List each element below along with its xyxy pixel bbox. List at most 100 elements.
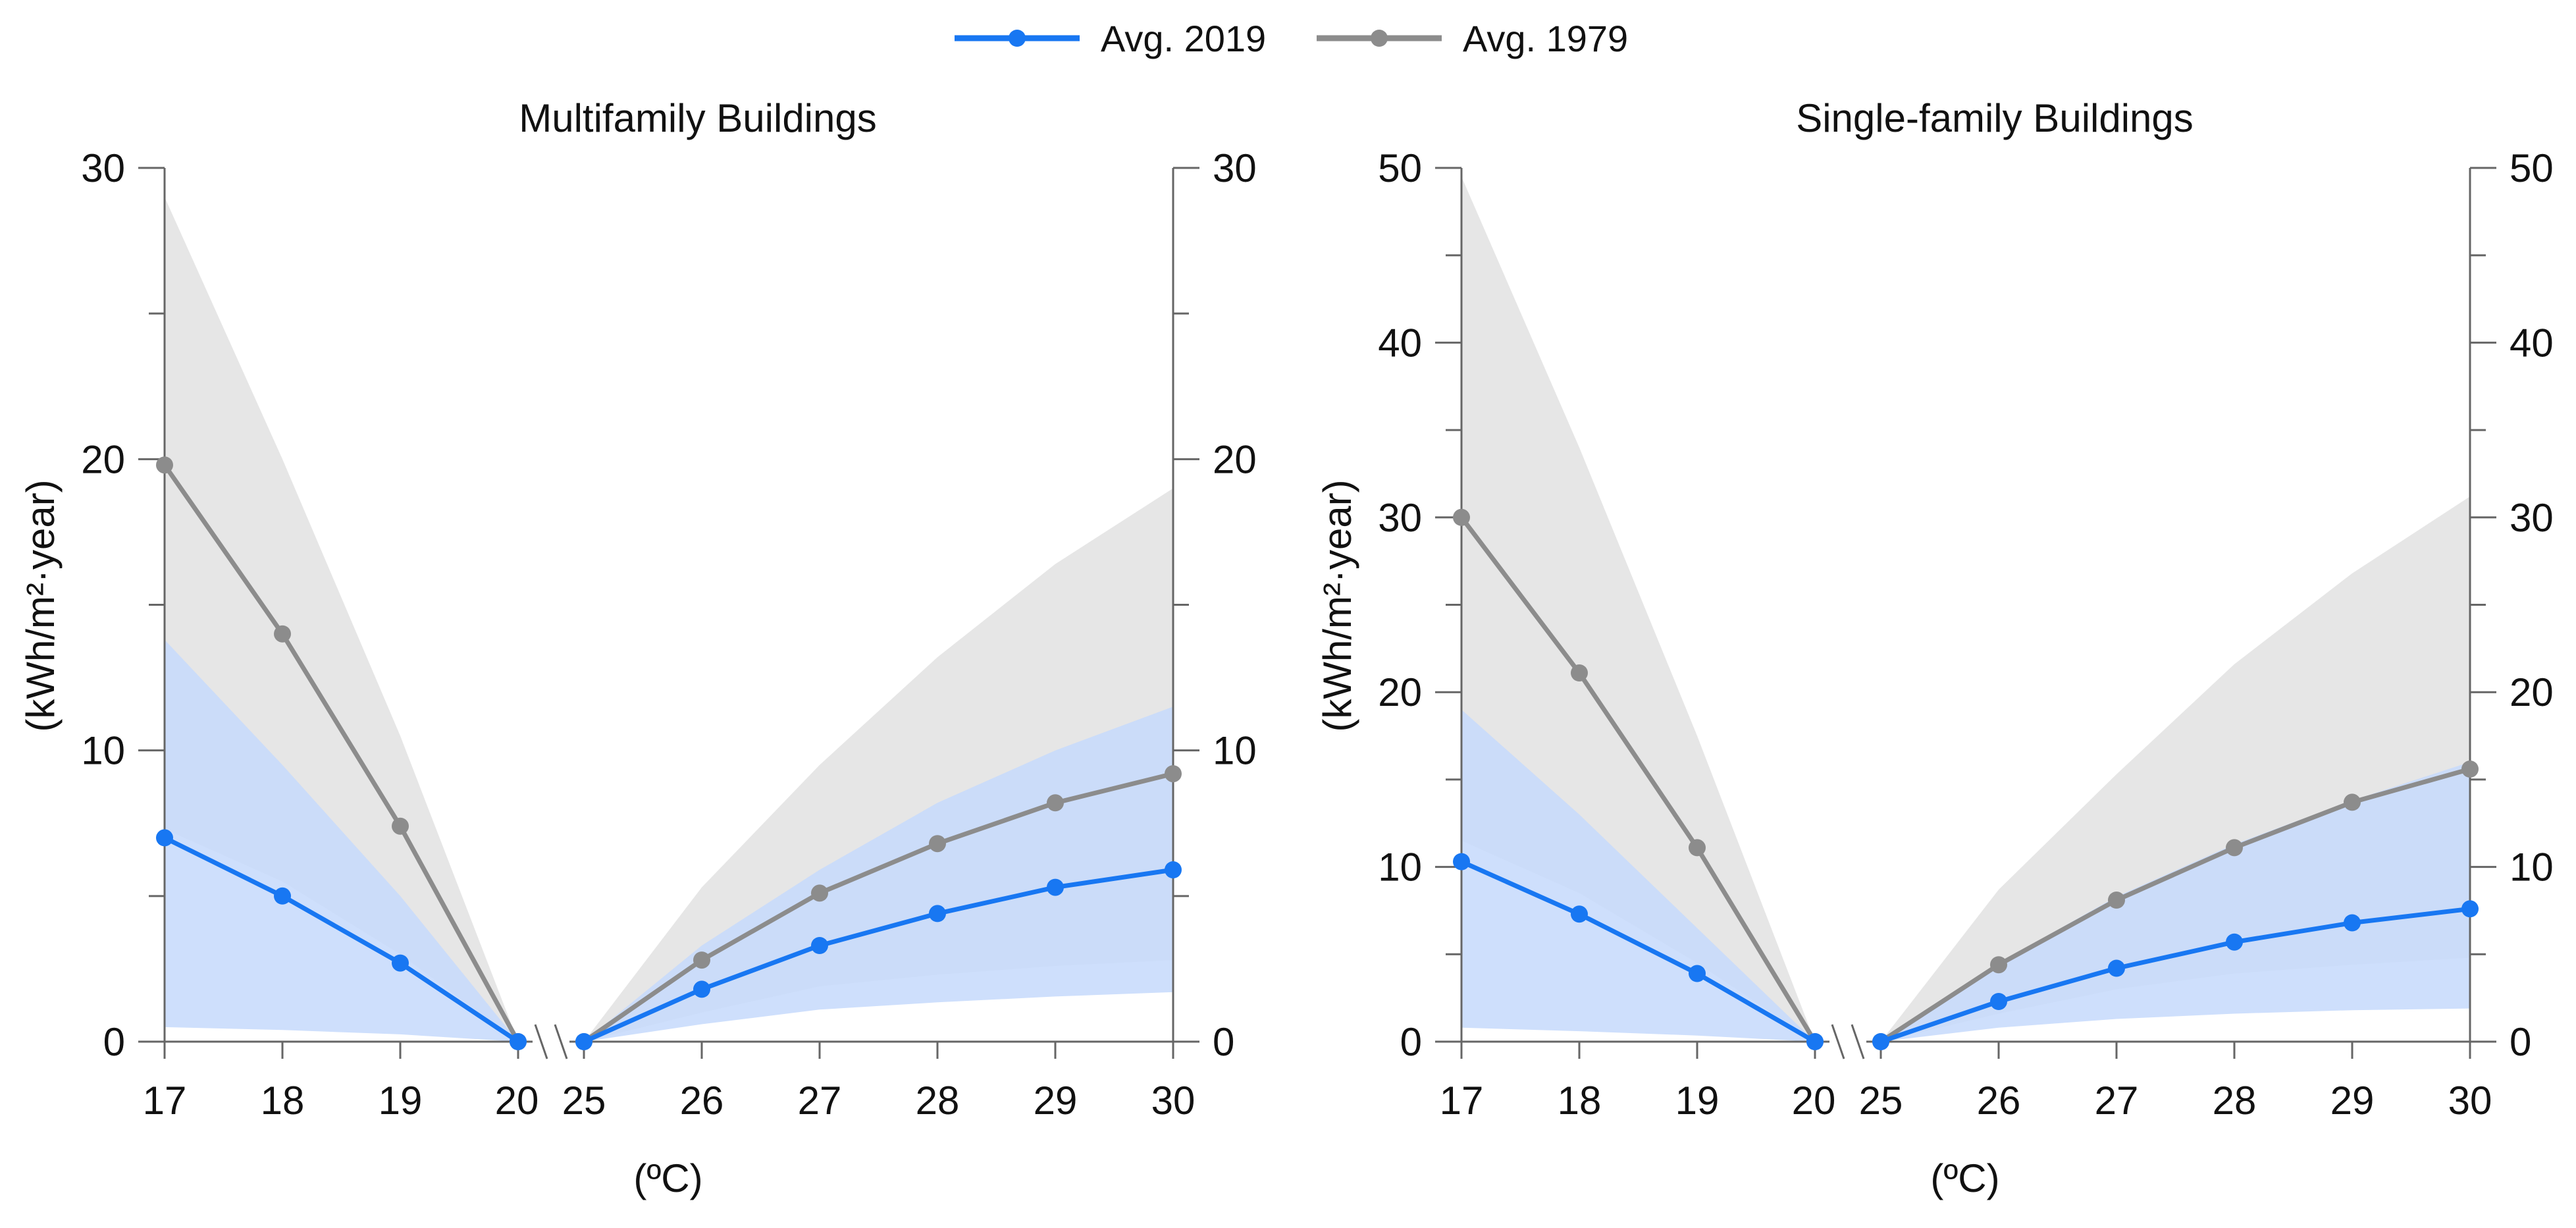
y-tick-label-right: 40	[2510, 321, 2554, 365]
data-point-avg-2019	[811, 937, 828, 954]
x-tick-label: 17	[143, 1079, 187, 1123]
y-tick-label-left: 30	[1378, 496, 1422, 540]
y-tick-label-left: 20	[81, 437, 125, 481]
y-tick-label-left: 20	[1378, 670, 1422, 714]
uncertainty-bands	[1461, 176, 2470, 1042]
y-tick-label-right: 0	[2510, 1020, 2531, 1064]
data-point-avg-2019	[2461, 900, 2479, 918]
x-axis-label: (ºC)	[633, 1156, 702, 1200]
x-tick-label: 27	[798, 1079, 842, 1123]
x-tick-label: 19	[1675, 1079, 1720, 1123]
data-point-avg-1979	[1165, 765, 1182, 783]
series-line-avg-2019-left	[1460, 859, 1816, 1044]
data-point-avg-1979	[1990, 956, 2007, 974]
data-point-avg-2019	[693, 980, 710, 998]
data-point-avg-2019	[1990, 993, 2007, 1010]
legend: Avg. 2019 Avg. 1979	[955, 18, 1628, 59]
data-point-avg-1979	[1047, 794, 1064, 812]
panel-single-family: Single-family Buildings (ºC) (kWh/m²·yea…	[1315, 96, 2554, 1200]
y-tick-label-right: 50	[2510, 146, 2554, 190]
data-point-avg-2019	[1453, 853, 1470, 870]
data-point-avg-1979	[929, 835, 946, 853]
band-avg-2019-left	[165, 639, 518, 1042]
y-tick-label-left: 0	[1400, 1020, 1422, 1064]
y-tick-label-right: 20	[1213, 437, 1257, 481]
data-point-avg-2019	[1047, 878, 1064, 896]
x-tick-label: 20	[1792, 1079, 1836, 1123]
band-avg-2019-right	[1881, 762, 2470, 1042]
x-tick-label: 28	[2213, 1079, 2257, 1123]
data-point-avg-2019	[1872, 1033, 1889, 1050]
x-tick-label: 26	[680, 1079, 724, 1123]
data-point-avg-2019	[2108, 959, 2125, 977]
band-avg-2019-left	[1461, 709, 1815, 1042]
data-point-avg-2019	[2344, 914, 2361, 932]
y-tick-label-left: 50	[1378, 146, 1422, 190]
data-point-avg-1979	[392, 817, 409, 835]
axis-break-mark	[1831, 1024, 1845, 1059]
y-tick-label-left: 10	[81, 729, 125, 773]
data-point-avg-1979	[274, 625, 291, 643]
y-tick-label-right: 10	[2510, 845, 2554, 890]
data-point-avg-2019	[392, 954, 409, 972]
data-point-avg-2019	[929, 905, 946, 922]
data-point-avg-1979	[1571, 664, 1588, 681]
x-tick-label: 30	[2448, 1079, 2492, 1123]
x-tick-label: 29	[1034, 1079, 1078, 1123]
series-line-avg-2019-right	[1879, 906, 2471, 1044]
series-line-avg-1979-left	[163, 464, 521, 1043]
data-point-avg-1979	[811, 884, 828, 902]
x-tick-label: 20	[495, 1079, 539, 1123]
panel-title: Single-family Buildings	[1796, 96, 2194, 140]
data-point-avg-1979	[1453, 508, 1470, 526]
x-tick-label: 25	[562, 1079, 606, 1123]
axis-break-mark	[534, 1024, 548, 1059]
axis-break-mark	[1851, 1024, 1865, 1059]
series-line-avg-1979-right	[1879, 766, 2471, 1044]
data-point-avg-2019	[510, 1033, 527, 1050]
y-tick-label-left: 10	[1378, 845, 1422, 890]
data-point-avg-1979	[1689, 839, 1706, 857]
axis-break-mark	[554, 1024, 568, 1059]
x-tick-label: 27	[2095, 1079, 2139, 1123]
data-point-avg-2019	[1165, 861, 1182, 878]
data-point-avg-1979	[2226, 839, 2243, 857]
data-point-avg-2019	[274, 887, 291, 905]
x-axis-label: (ºC)	[1930, 1156, 1999, 1200]
data-point-avg-1979	[156, 456, 173, 474]
series-line-avg-2019-right	[583, 867, 1174, 1044]
x-tick-label: 25	[1859, 1079, 1903, 1123]
y-tick-label-left: 0	[103, 1020, 125, 1064]
y-axis-label: (kWh/m²·year)	[1315, 479, 1359, 732]
data-point-avg-1979	[693, 951, 710, 969]
legend-label-avg-1979: Avg. 1979	[1463, 18, 1628, 59]
y-tick-label-left: 30	[81, 146, 125, 190]
x-tick-label: 30	[1151, 1079, 1196, 1123]
y-tick-label-right: 30	[2510, 496, 2554, 540]
data-point-avg-2019	[2226, 933, 2243, 951]
data-point-avg-2019	[1689, 965, 1706, 982]
x-tick-label: 18	[261, 1079, 305, 1123]
series-avg-1979	[1453, 508, 2479, 1050]
y-tick-label-right: 0	[1213, 1020, 1234, 1064]
series-avg-2019	[156, 829, 1182, 1050]
y-tick-label-left: 40	[1378, 321, 1422, 365]
data-point-avg-2019	[1806, 1033, 1824, 1050]
x-tick-label: 26	[1977, 1079, 2021, 1123]
series-avg-2019	[1453, 853, 2479, 1050]
x-tick-label: 17	[1440, 1079, 1484, 1123]
series-line-avg-1979-right	[583, 771, 1174, 1044]
axes	[138, 167, 1199, 1059]
data-point-avg-2019	[1571, 905, 1588, 923]
panel-multifamily: Multifamily Buildings (ºC) (kWh/m²·year)…	[18, 96, 1257, 1200]
y-axis-label: (kWh/m²·year)	[18, 479, 63, 732]
data-point-avg-2019	[156, 829, 173, 847]
legend-label-avg-2019: Avg. 2019	[1101, 18, 1266, 59]
y-tick-label-right: 30	[1213, 146, 1257, 190]
series-line-avg-1979-left	[1459, 516, 1817, 1043]
uncertainty-bands	[165, 197, 1173, 1042]
series-line-avg-2019-left	[163, 836, 519, 1044]
x-tick-label: 28	[916, 1079, 960, 1123]
